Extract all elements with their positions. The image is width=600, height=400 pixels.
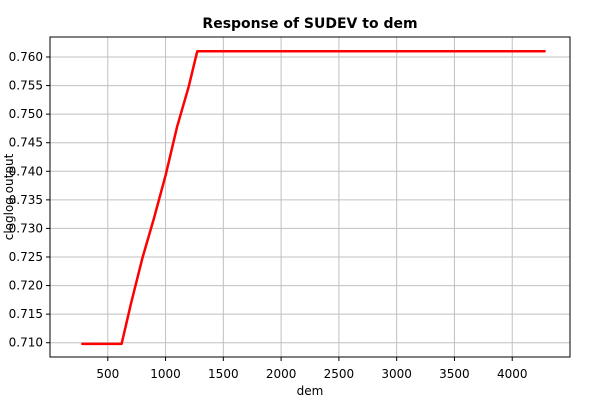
plot-area xyxy=(49,36,571,358)
y-tick-label: 0.735 xyxy=(9,193,43,207)
y-tick-label: 0.760 xyxy=(9,50,43,64)
y-tick-label: 0.745 xyxy=(9,136,43,150)
x-tick-label: 3500 xyxy=(439,367,470,381)
x-tick-label: 2500 xyxy=(324,367,355,381)
chart-title: Response of SUDEV to dem xyxy=(202,16,417,32)
y-axis-label: cloglog output xyxy=(2,153,16,240)
y-axis: 0.710 0.715 0.720 0.725 0.730 0.735 0.740 0.745… xyxy=(9,50,50,350)
x-tick-label: 1000 xyxy=(150,367,181,381)
series-line xyxy=(81,50,546,346)
y-tick-label: 0.710 xyxy=(9,336,43,350)
y-tick-label: 0.740 xyxy=(9,164,43,178)
y-tick-label: 0.720 xyxy=(9,279,43,293)
y-tick-label: 0.725 xyxy=(9,250,43,264)
y-tick-label: 0.730 xyxy=(9,221,43,235)
x-axis-label: dem xyxy=(297,384,324,398)
y-tick-label: 0.750 xyxy=(9,107,43,121)
x-tick-label: 4000 xyxy=(497,367,528,381)
x-tick-label: 3000 xyxy=(381,367,412,381)
x-tick-label: 1500 xyxy=(208,367,239,381)
x-axis: 500 1000 1500 2000 2500 3000 3500 4000 xyxy=(96,357,527,381)
y-tick-label: 0.715 xyxy=(9,307,43,321)
series-layer xyxy=(81,50,546,346)
x-tick-label: 500 xyxy=(96,367,119,381)
x-tick-label: 2000 xyxy=(266,367,297,381)
y-tick-label: 0.755 xyxy=(9,79,43,93)
